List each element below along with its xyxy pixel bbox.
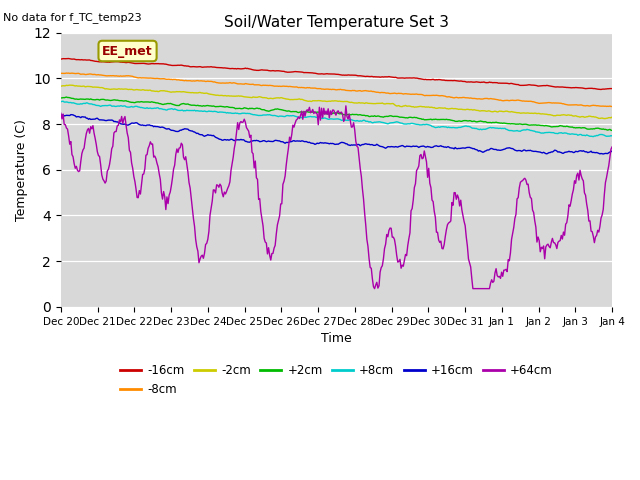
Text: No data for f_TC_temp23: No data for f_TC_temp23 bbox=[3, 12, 142, 23]
Y-axis label: Temperature (C): Temperature (C) bbox=[15, 119, 28, 221]
Title: Soil/Water Temperature Set 3: Soil/Water Temperature Set 3 bbox=[224, 15, 449, 30]
Text: EE_met: EE_met bbox=[102, 45, 153, 58]
Legend: -16cm, -8cm, -2cm, +2cm, +8cm, +16cm, +64cm: -16cm, -8cm, -2cm, +2cm, +8cm, +16cm, +6… bbox=[115, 360, 557, 401]
X-axis label: Time: Time bbox=[321, 332, 352, 345]
